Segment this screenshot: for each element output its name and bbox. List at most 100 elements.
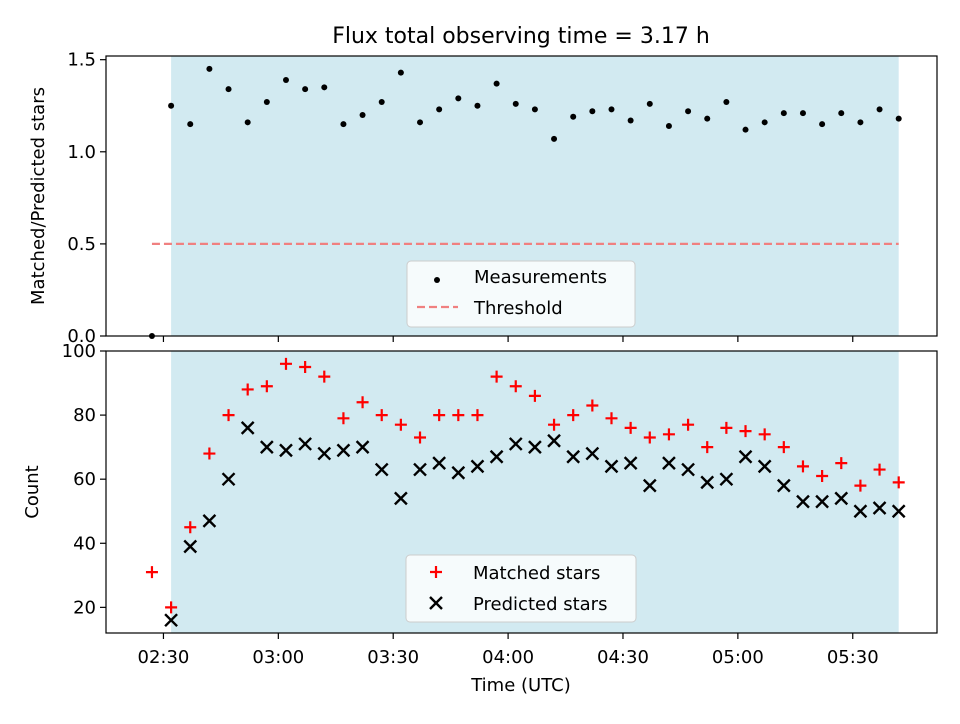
predicted-star-point [508, 437, 523, 451]
matched-star-point [490, 370, 503, 383]
measurement-point [378, 99, 385, 106]
matched-star-point [892, 476, 905, 489]
predicted-star-point [164, 613, 178, 628]
count-panel: 20 40 60 80 100 02:30 03:00 03:30 04:00 04:30 05:… [22, 341, 938, 696]
predicted-star-point [604, 459, 619, 474]
predicted-star-point [796, 494, 810, 509]
top-y-ticks: 0.0 0.5 1.0 1.5 [67, 50, 106, 347]
measurement-point [876, 106, 883, 113]
measurement-point [819, 121, 826, 128]
predicted-star-point [566, 449, 581, 464]
matched-star-point [394, 418, 407, 431]
predicted-star-point [259, 440, 274, 454]
x-axis-label: Time (UTC) [470, 675, 571, 696]
matched-star-point [241, 383, 254, 396]
predicted-star-point [547, 433, 561, 448]
matched-star-point [816, 469, 829, 482]
measurement-point [627, 117, 634, 124]
predicted-star-point [279, 443, 293, 458]
measurement-point [589, 108, 596, 115]
measurement-point [742, 126, 749, 133]
matched-star-point [375, 409, 388, 422]
matched-star-point [605, 412, 618, 425]
predicted-star-point [757, 459, 772, 474]
matched-star-point [682, 418, 695, 431]
x-tick-label: 05:00 [712, 647, 764, 668]
matched-stars-points [145, 357, 905, 614]
measurement-point [302, 86, 309, 93]
predicted-star-point [298, 437, 312, 451]
chart-title: Flux total observing time = 3.17 h [332, 24, 710, 49]
measurement-points [148, 65, 902, 339]
matched-star-point [796, 460, 809, 473]
predicted-star-point [891, 504, 906, 519]
measurement-point [321, 84, 328, 91]
x-tick-label: 04:30 [597, 647, 649, 668]
matched-star-point [873, 463, 886, 476]
predicted-star-point [834, 491, 849, 506]
legend-matched-marker [430, 566, 442, 578]
predicted-star-point [355, 440, 370, 454]
measurement-point [417, 119, 424, 126]
matched-star-point [624, 421, 637, 434]
bottom-y-tick-label: 60 [73, 469, 96, 490]
predicted-star-point [202, 513, 217, 528]
matched-star-point [299, 361, 312, 374]
top-y-tick-label: 0.5 [67, 234, 96, 255]
predicted-star-point [719, 472, 734, 487]
matched-star-point [509, 380, 522, 393]
predicted-star-point [489, 449, 504, 464]
measurement-point [397, 69, 404, 76]
matched-star-point [184, 521, 197, 534]
predicted-star-point [470, 459, 485, 474]
matched-star-point [337, 412, 350, 425]
predicted-star-point [681, 462, 695, 477]
bottom-y-tick-label: 80 [73, 405, 96, 426]
measurement-point [895, 115, 902, 122]
measurement-point [799, 110, 806, 117]
matched-star-point [471, 409, 484, 422]
top-y-axis-label: Matched/Predicted stars [28, 87, 49, 305]
legend-predicted-marker [429, 596, 443, 610]
predicted-star-point [374, 462, 389, 477]
measurement-point [723, 99, 730, 106]
measurement-point [665, 123, 672, 129]
top-y-tick-label: 1.0 [67, 142, 96, 163]
legend-matched-plus [430, 566, 442, 578]
predicted-star-point [642, 478, 657, 493]
measurement-point [263, 99, 270, 106]
x-tick-label: 03:30 [367, 647, 419, 668]
top-axes-frame [105, 55, 938, 337]
measurement-point [206, 65, 213, 72]
measurement-point [608, 106, 615, 113]
bottom-legend-box [405, 554, 637, 623]
matched-star-point [835, 457, 848, 470]
bottom-axes-frame [105, 350, 938, 634]
bottom-y-axis-label: Count [22, 465, 43, 518]
bottom-y-tick-label: 20 [73, 597, 96, 618]
legend-predicted-x [429, 596, 443, 610]
matched-star-point [203, 447, 216, 460]
matched-star-point [854, 479, 867, 492]
x-tick-label: 03:00 [252, 647, 304, 668]
measurement-point [857, 119, 864, 126]
measurement-point [168, 102, 175, 109]
predicted-star-point [317, 446, 332, 461]
predicted-star-point [221, 472, 236, 487]
matched-star-point [356, 396, 369, 409]
matched-star-point [433, 409, 446, 422]
bottom-legend: Matched stars Predicted stars [405, 554, 637, 623]
legend-predicted-label: Predicted stars [473, 594, 607, 615]
matched-star-point [222, 409, 235, 422]
measurement-point [244, 119, 251, 126]
matched-star-point [662, 428, 675, 441]
x-tick-label: 04:00 [482, 647, 534, 668]
measurement-point [225, 86, 232, 93]
predicted-star-point [738, 449, 753, 464]
measurement-point [187, 121, 194, 128]
matched-star-point [643, 431, 656, 444]
measurement-point [282, 76, 289, 83]
measurement-point [340, 121, 347, 128]
top-legend: Measurements Threshold [406, 260, 636, 328]
top-y-tick-label: 1.5 [67, 50, 96, 71]
